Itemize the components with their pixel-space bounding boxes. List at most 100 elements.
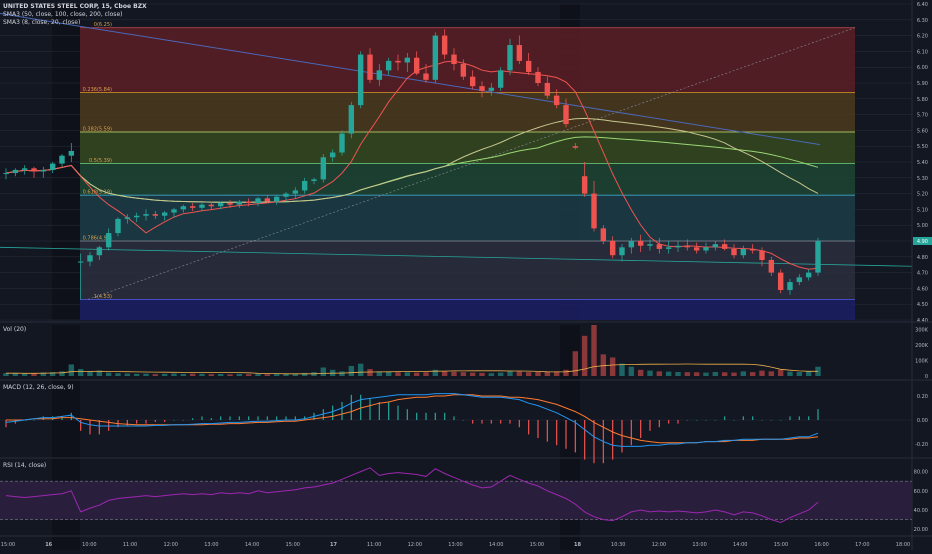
candle-body [292,190,299,194]
time-axis-label: 12:00 [652,542,666,548]
volume-bar [124,373,131,376]
macd-histogram-bar [173,420,175,421]
macd-histogram-bar [630,420,632,446]
macd-histogram-bar [229,416,231,420]
candle-body [572,146,579,148]
macd-histogram-bar [285,416,287,420]
candle-body [693,247,700,251]
time-axis-label: 11:00 [367,542,381,548]
candle-body [731,248,737,256]
time-axis-label: 17:00 [855,542,869,548]
macd-histogram-bar [52,416,54,420]
macd-axis-tick: 0.00 [917,418,928,424]
time-axis-label: 15:00 [530,542,544,548]
rsi-band [0,481,912,520]
macd-histogram-bar [425,412,427,420]
candle-body [507,45,513,71]
volume-bar [264,374,271,376]
candle-body [469,76,476,87]
volume-axis-tick: 100K [915,359,929,365]
volume-bar [227,374,233,376]
macd-signal-line [6,394,819,444]
candle-body [227,203,233,205]
volume-bar [255,373,261,376]
candle-body [721,244,728,249]
candle-body [451,54,457,65]
macd-histogram-bar [490,420,492,424]
fib-zone [80,299,855,320]
rsi-pane-title: RSI (14, close) [3,462,47,469]
candle-body [208,204,215,207]
candle-body [656,244,663,249]
candle-body [516,45,523,61]
volume-bar [553,371,560,376]
candle-body [796,277,803,283]
macd-histogram-bar [210,418,212,420]
price-axis-tick: 4.80 [917,255,928,261]
fib-zone [80,241,855,300]
fib-zone [80,27,855,93]
macd-histogram-bar [276,416,278,420]
macd-histogram-bar [528,420,530,435]
sma-8-line [5,60,819,270]
candle-body [404,57,411,63]
price-axis-tick: 5.30 [917,176,928,182]
candle-body [245,201,252,204]
macd-histogram-bar [668,420,670,424]
sma-legend-1: SMA3 (50, close, 100, close, 200, close) [3,11,123,18]
macd-histogram-bar [640,420,642,438]
candle-body [348,105,355,134]
candle-body [479,86,485,91]
volume-bar [21,373,28,376]
volume-axis-tick: 200K [915,343,929,349]
candle-body [189,206,196,208]
macd-histogram-bar [621,420,623,453]
time-axis-label: 15:00 [1,542,15,548]
macd-histogram-bar [481,420,483,424]
volume-bar [721,372,728,376]
volume-bar [96,370,103,376]
candle-body [357,54,364,106]
volume-bar [301,372,308,376]
volume-bar [3,373,9,376]
price-axis-tick: 4.40 [917,318,928,324]
price-axis-tick: 5.20 [917,192,928,198]
candle-body [255,198,261,204]
volume-bar [68,364,75,376]
macd-histogram-bar [192,418,194,420]
macd-histogram-bar [714,420,716,421]
volume-bar [105,372,112,376]
candle-body [273,196,280,202]
candle-body [544,83,551,96]
volume-bar [749,372,756,376]
volume-bar [759,370,765,376]
macd-histogram-bar [462,420,464,421]
macd-histogram-bar [378,402,380,420]
macd-histogram-bar [14,420,16,424]
macd-histogram-bar [677,420,679,424]
macd-histogram-bar [89,420,91,435]
volume-bar [544,371,551,376]
fib-level-label: 0(6.25) [94,22,112,28]
price-axis-tick: 4.60 [917,286,928,292]
price-axis-tick: 6.00 [917,65,928,71]
candle-body [143,214,149,216]
macd-histogram-bar [472,420,474,424]
candle-body [96,247,103,256]
macd-histogram-bar [733,420,735,421]
price-axis-tick: 5.50 [917,144,928,150]
volume-bar [488,373,495,376]
candle-body [40,169,47,172]
macd-histogram-bar [696,420,698,421]
volume-bar [703,372,709,376]
time-axis-label: 10:30 [611,542,625,548]
price-axis-tick: 6.10 [917,49,928,55]
price-axis-tick: 5.00 [917,223,928,229]
price-axis-tick: 6.30 [917,18,928,24]
volume-bar [339,371,345,376]
candle-body [115,218,121,234]
candle-body [488,87,495,91]
macd-histogram-bar [360,394,362,420]
